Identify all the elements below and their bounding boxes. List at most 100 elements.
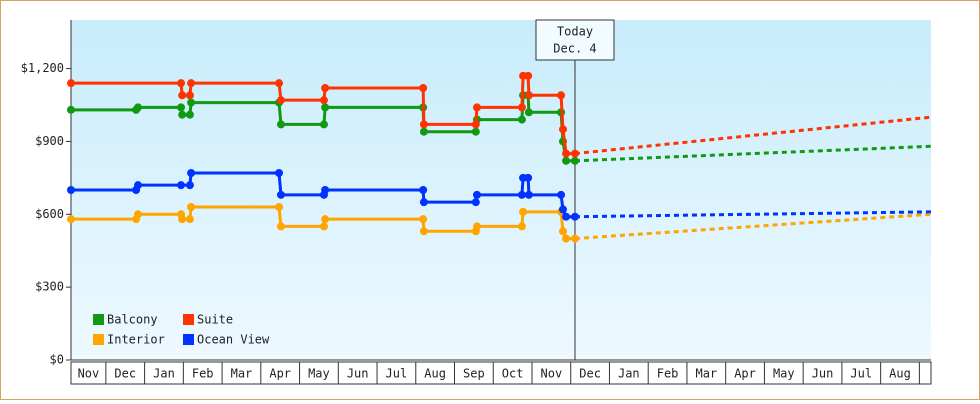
point [185, 181, 194, 190]
point [562, 234, 571, 243]
series-line [71, 171, 575, 219]
point [562, 149, 571, 158]
point [134, 181, 143, 190]
x-tick-label: Aug [424, 367, 446, 381]
x-tick-label: Aug [889, 367, 911, 381]
x-tick-label: Feb [657, 367, 679, 381]
y-tick-label: $0 [50, 353, 64, 367]
point [276, 190, 285, 199]
x-tick-label: Jun [347, 367, 369, 381]
today-box [535, 19, 615, 61]
point [558, 205, 567, 214]
point [557, 91, 566, 100]
plot-area [71, 20, 931, 360]
point [570, 212, 579, 221]
point [517, 103, 526, 112]
x-tick-label: Dec [579, 367, 601, 381]
x-tick-label: Mar [695, 367, 717, 381]
x-tick-label: Dec [114, 367, 136, 381]
legend-swatch [183, 314, 194, 325]
x-tick-label: Feb [192, 367, 214, 381]
point [134, 210, 143, 219]
point [570, 234, 579, 243]
point [557, 190, 566, 199]
today-label: Today [557, 25, 593, 39]
point [471, 120, 480, 129]
x-tick-label: Nov [78, 367, 100, 381]
point [419, 215, 428, 224]
x-tick-label: Jul [386, 367, 408, 381]
legend-label: Balcony [107, 313, 158, 327]
x-tick-label: Apr [734, 367, 756, 381]
x-tick-label: Mar [231, 367, 253, 381]
point [319, 120, 328, 129]
point [419, 120, 428, 129]
point [187, 169, 196, 177]
point [419, 186, 428, 194]
point [558, 125, 567, 134]
point [517, 190, 526, 199]
x-tick-label: Jan [153, 367, 175, 381]
point [177, 79, 186, 88]
point [177, 103, 186, 112]
point [321, 103, 330, 112]
x-tick-label: Sep [463, 367, 485, 381]
point [472, 190, 481, 199]
point [558, 227, 567, 236]
x-tick-label: Nov [541, 367, 563, 381]
point [187, 79, 196, 88]
point [178, 110, 187, 119]
x-tick-label: May [773, 367, 795, 381]
x-tick-label: Apr [269, 367, 291, 381]
point [524, 173, 533, 182]
point [178, 91, 187, 100]
point [177, 181, 186, 190]
legend-swatch [183, 334, 194, 345]
point [471, 127, 480, 136]
point [472, 222, 481, 231]
point [517, 115, 526, 124]
point [519, 207, 528, 216]
point [275, 169, 284, 177]
x-tick-label: Jul [850, 367, 872, 381]
point [67, 215, 75, 224]
point [419, 127, 428, 136]
point [419, 84, 428, 92]
point [321, 215, 330, 224]
point [185, 110, 194, 119]
projection-line [574, 212, 932, 241]
point [319, 222, 328, 231]
point [276, 222, 285, 231]
point [275, 79, 284, 88]
y-tick-label: $1,200 [21, 61, 64, 75]
point [419, 227, 428, 236]
x-tick-label: Jun [812, 367, 834, 381]
point [187, 98, 196, 107]
x-tick-label: Oct [502, 367, 524, 381]
point [321, 186, 330, 194]
point [419, 198, 428, 207]
point [321, 84, 330, 92]
y-tick-label: $600 [35, 207, 64, 221]
point [178, 215, 187, 224]
point [319, 96, 328, 105]
point [524, 71, 533, 80]
point [134, 103, 143, 112]
legend-label: Suite [197, 313, 233, 327]
point [562, 156, 571, 165]
point [524, 190, 533, 199]
projection-line [574, 115, 932, 156]
point [562, 212, 571, 221]
point [524, 91, 533, 100]
legend-swatch [93, 314, 104, 325]
legend-swatch [93, 334, 104, 345]
point [472, 103, 481, 112]
point [570, 149, 579, 158]
y-tick-label: $900 [35, 134, 64, 148]
point [185, 91, 194, 100]
x-tick-label: Jan [618, 367, 640, 381]
point [67, 105, 75, 114]
y-tick-label: $300 [35, 280, 64, 294]
